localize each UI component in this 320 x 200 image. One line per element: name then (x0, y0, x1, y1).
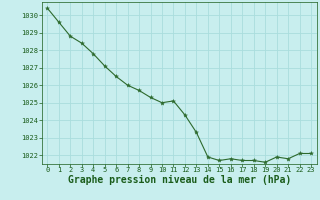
X-axis label: Graphe pression niveau de la mer (hPa): Graphe pression niveau de la mer (hPa) (68, 175, 291, 185)
